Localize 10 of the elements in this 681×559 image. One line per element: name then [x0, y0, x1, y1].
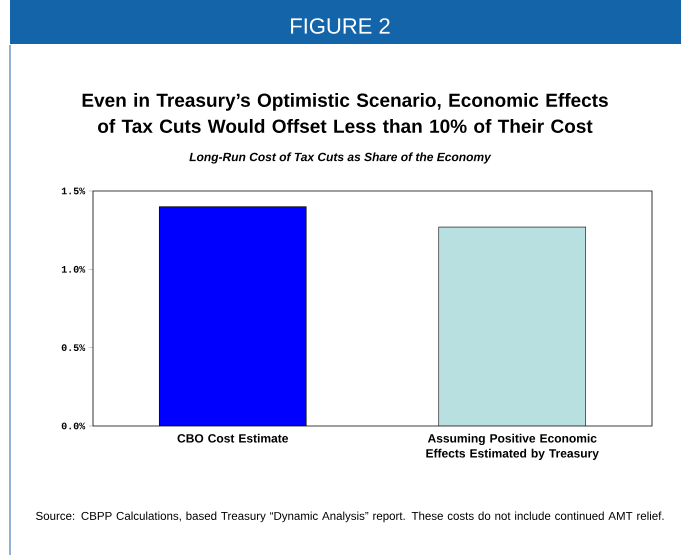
x-tick-label: CBO Cost Estimate — [178, 434, 288, 443]
source-note: Source: CBPP Calculations, based Treasury “Dynamic Analysis” report. These costs do not include continued AMT relief. — [36, 512, 664, 522]
x-tick-label: Assuming Positive Economic Effects Estimated by Treasury — [426, 434, 599, 460]
y-tick-label: 1.0% — [62, 266, 86, 273]
y-tick-label: 0.5% — [62, 344, 86, 352]
caption: FIGURE 2 — [291, 18, 390, 34]
y-tick-label: 0.0% — [62, 422, 86, 430]
chart-title: Even in Treasury’s Optimistic Scenario, Economic Effects of Tax Cuts Would Offset Less than 10% of Their Cost — [82, 93, 608, 133]
chart-subtitle: Long-Run Cost of Tax Cuts as Share of the Economy — [189, 152, 492, 164]
y-tick-label: 1.5% — [62, 188, 86, 194]
